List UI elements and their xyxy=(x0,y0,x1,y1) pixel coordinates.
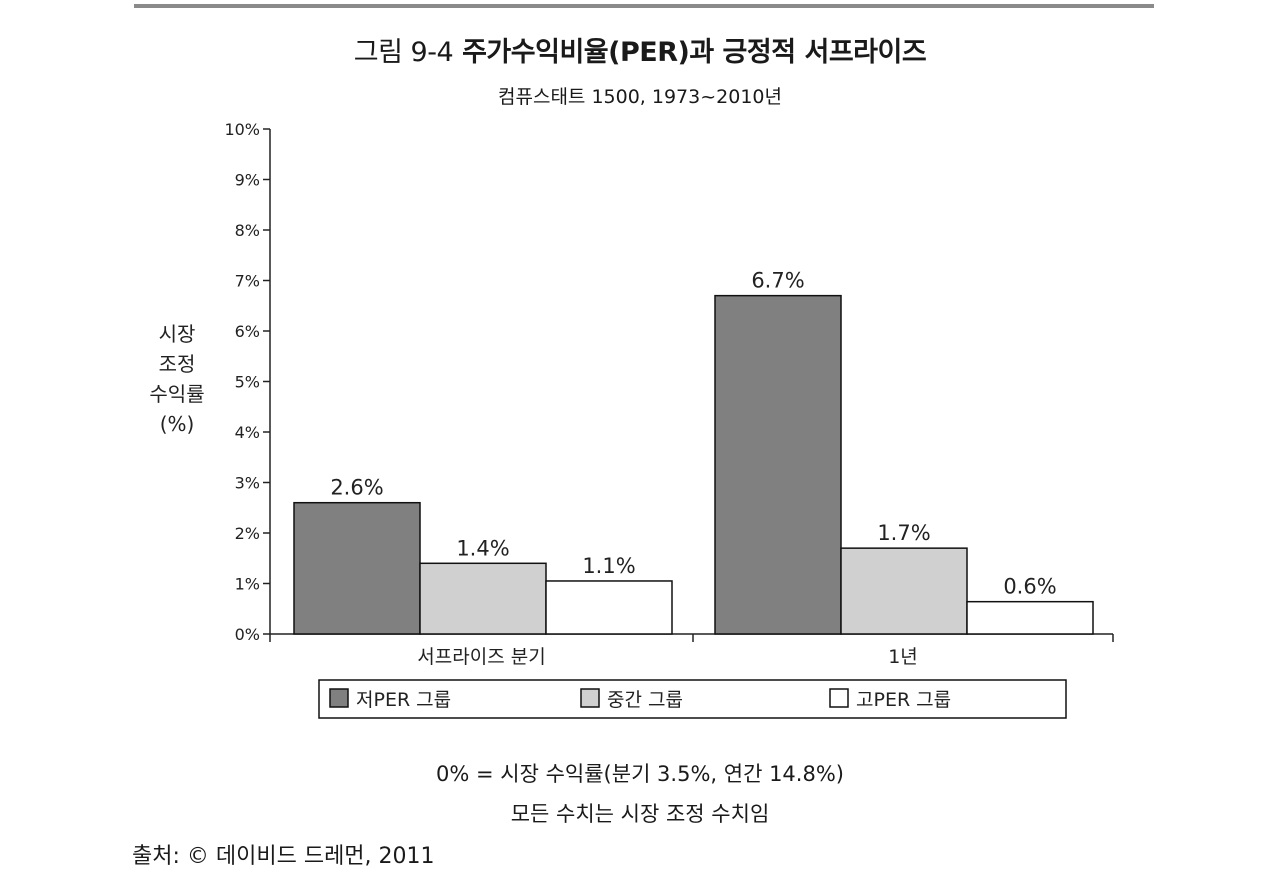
bar xyxy=(840,547,968,635)
y-tick-label: 7% xyxy=(235,272,260,291)
x-category-label: 서프라이즈 분기 xyxy=(417,646,545,668)
figure-number: 그림 9-4 xyxy=(353,37,454,68)
y-tick-label: 9% xyxy=(235,171,260,190)
bar xyxy=(293,501,421,635)
y-axis-label: 시장 xyxy=(159,322,196,346)
bar-value-label: 2.6% xyxy=(330,476,383,500)
note-market-return: 0% = 시장 수익률(분기 3.5%, 연간 14.8%) xyxy=(436,762,844,786)
y-tick-label: 0% xyxy=(235,625,260,644)
legend-swatch xyxy=(580,688,600,708)
bar-value-label: 0.6% xyxy=(1003,575,1056,599)
bar-value-label: 1.1% xyxy=(582,554,635,578)
y-tick-label: 2% xyxy=(235,524,260,543)
y-tick-label: 5% xyxy=(235,373,260,392)
y-axis-label: (%) xyxy=(160,412,195,436)
bar-value-label: 1.7% xyxy=(877,521,930,545)
bar xyxy=(419,562,547,635)
legend-swatch xyxy=(829,688,849,708)
bar-value-label: 1.4% xyxy=(456,536,509,560)
y-tick-label: 4% xyxy=(235,423,260,442)
legend-swatch xyxy=(329,688,349,708)
top-rule xyxy=(134,4,1154,8)
source-credit: 출처: © 데이비드 드레먼, 2011 xyxy=(132,844,435,869)
y-tick-label: 10% xyxy=(224,120,260,139)
y-tick-label: 1% xyxy=(235,575,260,594)
legend-label: 중간 그룹 xyxy=(607,689,683,711)
y-tick-label: 3% xyxy=(235,474,260,493)
legend-label: 고PER 그룹 xyxy=(856,689,951,711)
note-adjusted: 모든 수치는 시장 조정 수치임 xyxy=(510,802,770,826)
y-tick-label: 6% xyxy=(235,322,260,341)
bar-value-label: 6.7% xyxy=(751,269,804,293)
y-axis-label: 조정 xyxy=(159,352,196,376)
legend-box xyxy=(318,679,1067,719)
bar xyxy=(966,600,1094,635)
chart-subtitle: 컴퓨스태트 1500, 1973~2010년 xyxy=(498,86,782,108)
bar xyxy=(714,294,842,635)
bar xyxy=(545,580,673,635)
y-axis-label: 수익률 xyxy=(149,382,204,406)
legend-label: 저PER 그룹 xyxy=(356,689,451,711)
x-category-label: 1년 xyxy=(888,646,918,668)
y-tick-label: 8% xyxy=(235,221,260,240)
figure-title: 주가수익비율(PER)과 긍정적 서프라이즈 xyxy=(462,37,927,68)
chart-title: 그림 9-4 주가수익비율(PER)과 긍정적 서프라이즈 xyxy=(0,30,1280,69)
